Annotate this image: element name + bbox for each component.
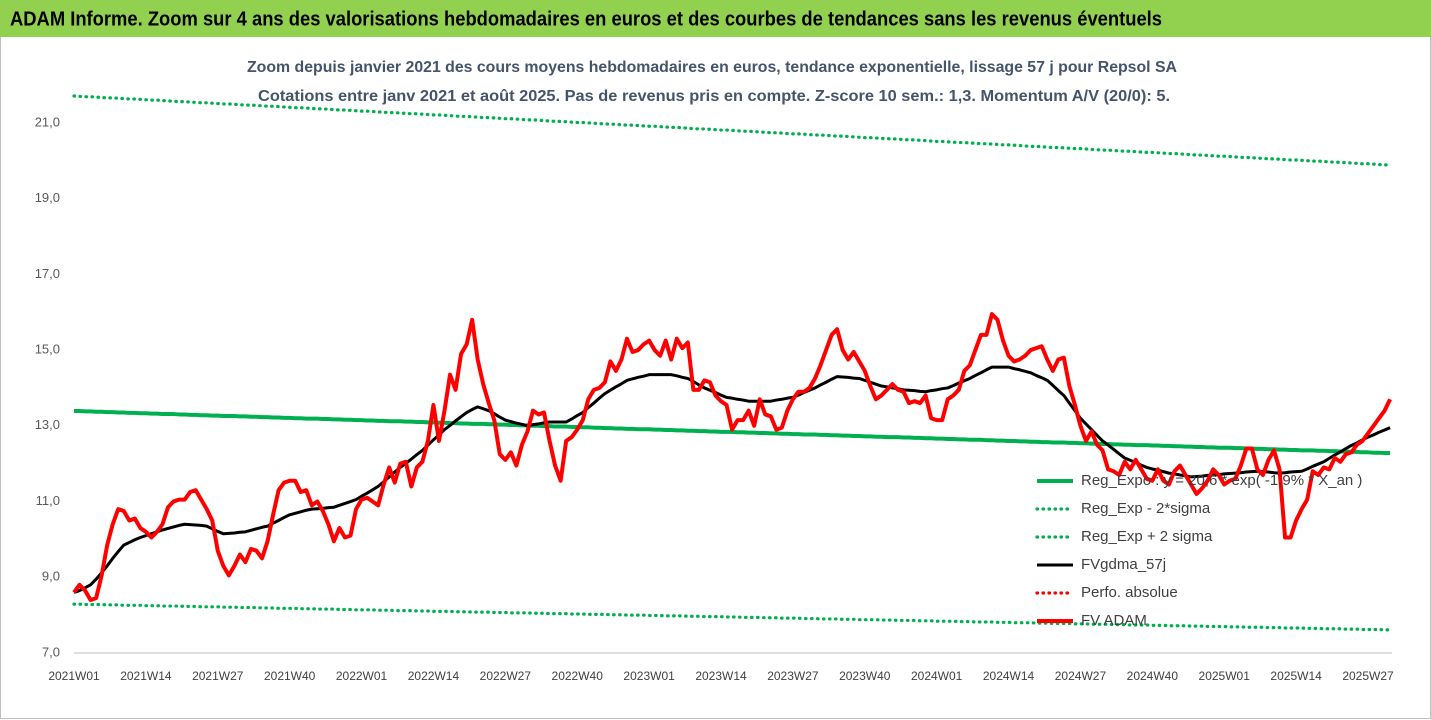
series-line bbox=[72, 602, 1392, 632]
y-tick-label: 15,0 bbox=[35, 342, 60, 357]
x-tick-label: 2023W14 bbox=[695, 669, 747, 683]
y-tick-label: 7,0 bbox=[42, 644, 60, 659]
y-tick-label: 17,0 bbox=[35, 266, 60, 281]
x-tick-label: 2025W01 bbox=[1199, 669, 1251, 683]
chart-title: ADAM Informe. Zoom sur 4 ans des valoris… bbox=[10, 8, 1162, 30]
series-line bbox=[74, 409, 1391, 456]
x-tick-label: 2021W14 bbox=[120, 669, 172, 683]
x-tick-label: 2024W01 bbox=[911, 669, 963, 683]
series-line bbox=[72, 94, 1392, 167]
chart-subtitle: Cotations entre janv 2021 et août 2025. … bbox=[258, 88, 1170, 105]
x-tick-label: 2025W27 bbox=[1342, 669, 1394, 683]
x-tick-label: 2021W01 bbox=[48, 669, 100, 683]
x-tick-label: 2023W40 bbox=[839, 669, 891, 683]
legend-label: FVgdma_57j bbox=[1081, 556, 1166, 573]
x-tick-label: 2022W27 bbox=[480, 669, 532, 683]
x-tick-label: 2024W14 bbox=[983, 669, 1035, 683]
x-tick-label: 2022W40 bbox=[552, 669, 604, 683]
y-tick-label: 19,0 bbox=[35, 190, 60, 205]
x-tick-label: 2021W40 bbox=[264, 669, 316, 683]
x-tick-label: 2024W27 bbox=[1055, 669, 1107, 683]
chart-subtitle: Zoom depuis janvier 2021 des cours moyen… bbox=[247, 59, 1177, 76]
x-tick-label: 2022W01 bbox=[336, 669, 388, 683]
legend-label: Reg_Expo : y = 20,6 * exp( -1,9% * X_an … bbox=[1081, 472, 1362, 489]
header-bar bbox=[0, 0, 1431, 37]
legend-label: Perfo. absolue bbox=[1081, 584, 1178, 601]
series-line bbox=[72, 312, 1392, 602]
y-tick-label: 21,0 bbox=[35, 114, 60, 129]
legend-label: Reg_Exp - 2*sigma bbox=[1081, 500, 1211, 517]
x-tick-label: 2021W27 bbox=[192, 669, 244, 683]
x-tick-label: 2022W14 bbox=[408, 669, 460, 683]
legend-label: FV ADAM bbox=[1081, 612, 1147, 629]
x-tick-label: 2024W40 bbox=[1127, 669, 1179, 683]
y-tick-label: 11,0 bbox=[36, 493, 60, 508]
series-line bbox=[73, 365, 1391, 594]
x-tick-label: 2023W01 bbox=[623, 669, 675, 683]
x-tick-label: 2023W27 bbox=[767, 669, 819, 683]
x-tick-label: 2025W14 bbox=[1270, 669, 1322, 683]
y-tick-label: 9,0 bbox=[42, 569, 60, 584]
legend-label: Reg_Exp + 2 sigma bbox=[1081, 528, 1213, 545]
y-tick-label: 13,0 bbox=[35, 417, 60, 432]
